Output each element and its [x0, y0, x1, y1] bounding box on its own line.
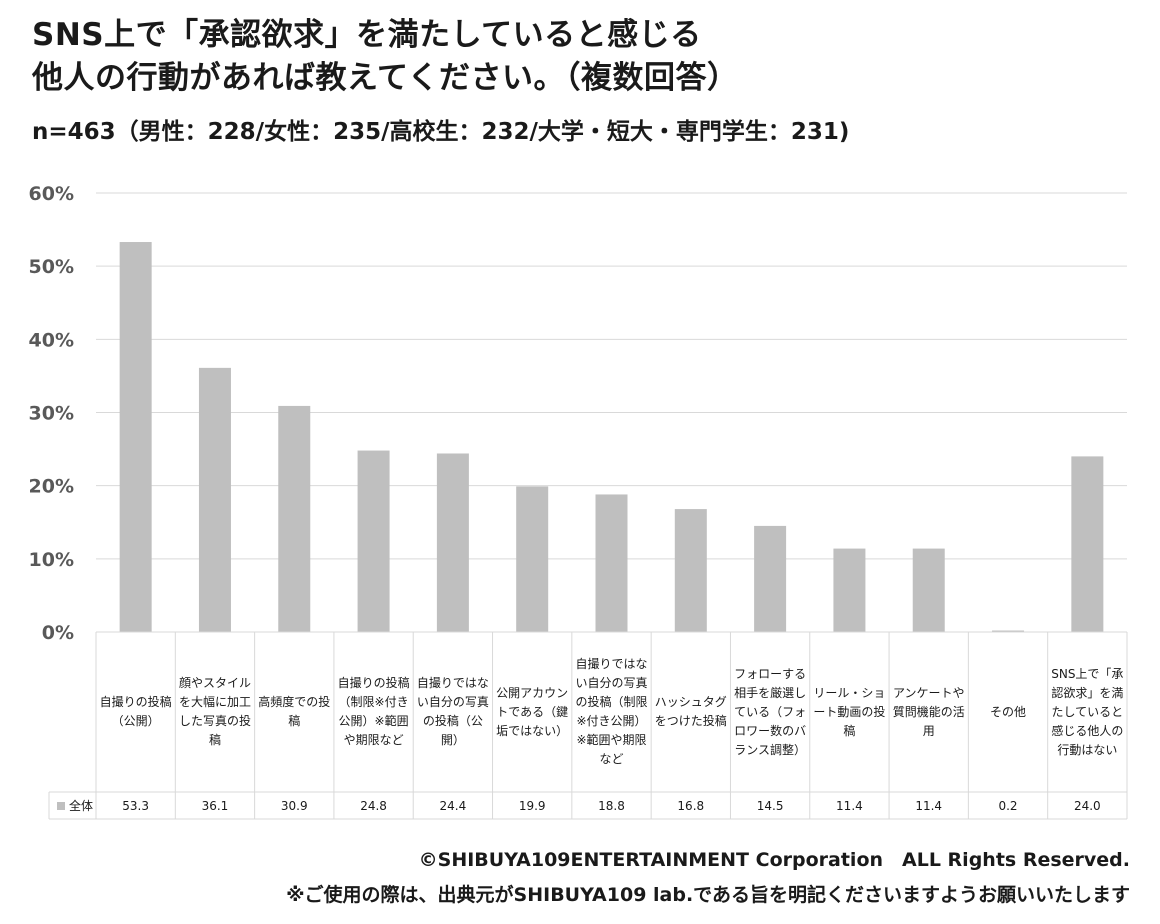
data-value-label: 16.8 — [677, 798, 705, 813]
bar — [1071, 456, 1104, 632]
title-line-1: SNS上で「承認欲求」を満たしていると感じる — [32, 17, 702, 53]
data-value-label: 24.0 — [1073, 798, 1101, 813]
bar — [992, 630, 1025, 632]
bar — [436, 453, 469, 632]
bar — [278, 405, 311, 632]
y-tick-label: 40% — [29, 329, 74, 351]
chart-subtitle: n=463（男性：228/女性：235/高校生：232/大学・短大・専門学生：2… — [32, 119, 850, 145]
data-value-label: 36.1 — [201, 798, 229, 813]
y-tick-label: 10% — [29, 549, 74, 571]
bar — [595, 494, 628, 632]
category-label: 自撮りではない自分の写真の投稿（制限※付き公開）※範囲や期限など — [575, 657, 648, 766]
chart-title: SNS上で「承認欲求」を満たしていると感じる 他人の行動があれば教えてください。… — [32, 14, 739, 100]
bar — [754, 525, 787, 632]
category-label: アンケートや質問機能の活用 — [892, 685, 965, 738]
data-value-label: 11.4 — [915, 798, 943, 813]
bar — [912, 548, 945, 632]
category-label: その他 — [990, 704, 1027, 719]
data-value-label: 18.8 — [598, 798, 625, 813]
y-tick-label: 50% — [29, 256, 74, 278]
data-value-label: 19.9 — [518, 798, 546, 813]
bar-chart: 0% 10% 20% 30% 40% 50% 60% — [29, 183, 1128, 820]
category-label: ハッシュタグをつけた投稿 — [654, 695, 727, 728]
category-label: 自撮りではない自分の写真の投稿（公開） — [416, 676, 489, 747]
category-label: 顔やスタイルを大幅に加工した写真の投稿 — [178, 676, 251, 747]
y-tick-label: 60% — [29, 183, 74, 205]
legend-swatch — [57, 801, 65, 810]
title-line-2: 他人の行動があれば教えてください。（複数回答） — [32, 60, 739, 96]
category-label: 自撮りの投稿（制限※付き公開）※範囲や期限など — [337, 676, 410, 747]
category-label: 公開アカウントである（鍵垢ではない） — [496, 685, 569, 738]
bar — [198, 367, 231, 632]
data-value-label: 30.9 — [280, 798, 308, 813]
bar — [674, 509, 707, 632]
data-value-label: 24.8 — [360, 798, 387, 813]
data-value-label: 11.4 — [836, 798, 863, 813]
y-tick-label: 0% — [42, 622, 74, 644]
legend-label: 全体 — [69, 799, 94, 813]
bar — [357, 450, 390, 632]
copyright-text: ©SHIBUYA109ENTERTAINMENT Corporation ALL… — [418, 849, 1130, 871]
category-label: SNS上で「承認欲求」を満たしていると感じる他人の行動はない — [1051, 666, 1124, 757]
category-label: 自撮りの投稿（公開） — [99, 695, 172, 728]
usage-note: ※ご使用の際は、出典元がSHIBUYA109 lab.である旨を明記くださいます… — [286, 884, 1130, 906]
bar — [119, 242, 152, 632]
data-value-label: 0.2 — [998, 798, 1018, 813]
y-tick-label: 30% — [29, 403, 74, 425]
data-value-label: 14.5 — [756, 798, 784, 813]
legend-item: 全体 — [49, 792, 96, 819]
category-label: フォローする相手を厳選している（フォロワー数のバランス調整） — [734, 666, 807, 757]
data-value-label: 24.4 — [439, 798, 467, 813]
category-label: 高頻度での投稿 — [258, 695, 331, 728]
data-value-label: 53.3 — [122, 798, 149, 813]
bar — [833, 548, 866, 632]
y-tick-label: 20% — [29, 476, 74, 498]
category-label: リール・ショート動画の投稿 — [813, 685, 886, 738]
bar — [516, 486, 549, 632]
